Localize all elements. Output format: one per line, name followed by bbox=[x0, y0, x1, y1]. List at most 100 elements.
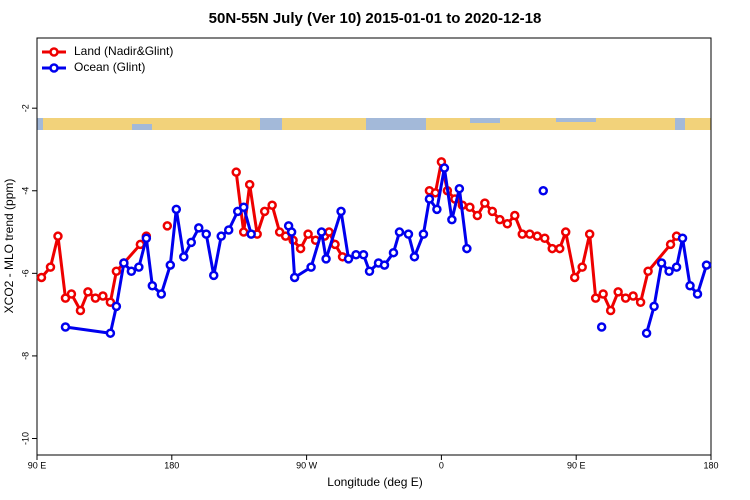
legend-marker bbox=[49, 63, 59, 73]
data-point bbox=[480, 198, 490, 208]
data-point bbox=[671, 262, 682, 272]
data-point bbox=[538, 186, 548, 196]
data-point bbox=[45, 262, 56, 272]
data-point bbox=[111, 301, 122, 312]
data-point bbox=[418, 229, 429, 239]
data-point bbox=[605, 305, 616, 316]
data-point bbox=[525, 229, 535, 239]
data-point bbox=[388, 247, 399, 258]
data-point bbox=[165, 260, 176, 270]
data-point bbox=[641, 328, 652, 338]
data-point bbox=[259, 206, 270, 217]
ocean-strip bbox=[366, 118, 426, 130]
data-point bbox=[685, 280, 695, 291]
data-point bbox=[246, 229, 256, 239]
x-tick-label: 180 bbox=[703, 460, 718, 470]
data-point bbox=[613, 287, 623, 297]
data-point bbox=[649, 301, 659, 312]
data-point bbox=[111, 266, 122, 277]
data-point bbox=[628, 291, 638, 301]
data-point bbox=[358, 250, 369, 260]
data-point bbox=[147, 280, 158, 291]
ocean-strip bbox=[470, 118, 500, 123]
data-point bbox=[232, 206, 243, 217]
x-tick-label: 0 bbox=[439, 460, 444, 470]
data-point bbox=[295, 243, 306, 254]
data-point bbox=[280, 231, 291, 241]
data-point bbox=[105, 328, 116, 338]
ocean-strip bbox=[556, 118, 596, 122]
data-point bbox=[238, 227, 249, 237]
data-point bbox=[635, 297, 646, 307]
data-point bbox=[105, 297, 116, 307]
data-point bbox=[141, 233, 152, 243]
data-point bbox=[343, 254, 354, 264]
ocean-strip bbox=[260, 118, 282, 130]
ocean-strip bbox=[675, 118, 685, 130]
data-point bbox=[179, 252, 189, 262]
data-point bbox=[394, 227, 405, 237]
data-point bbox=[430, 188, 441, 198]
data-point bbox=[577, 262, 587, 272]
data-point bbox=[134, 262, 144, 272]
data-point bbox=[316, 227, 327, 237]
data-point bbox=[83, 287, 93, 297]
data-point bbox=[403, 229, 414, 239]
data-point bbox=[560, 227, 571, 237]
y-tick-label: -2 bbox=[20, 104, 30, 112]
ocean-strip bbox=[132, 124, 152, 130]
data-point bbox=[462, 243, 472, 254]
series-line bbox=[40, 160, 678, 312]
data-point bbox=[495, 214, 505, 225]
data-point bbox=[677, 233, 688, 243]
y-tick-label: -10 bbox=[20, 432, 30, 445]
legend-label: Land (Nadir&Glint) bbox=[74, 44, 173, 58]
data-point bbox=[510, 210, 520, 221]
y-tick-label: -8 bbox=[20, 352, 30, 360]
data-point bbox=[186, 237, 197, 248]
data-point bbox=[569, 272, 580, 283]
data-point bbox=[447, 214, 457, 225]
data-point bbox=[424, 194, 435, 204]
data-point bbox=[98, 291, 108, 301]
data-point bbox=[60, 322, 71, 332]
data-point bbox=[324, 227, 334, 237]
data-point bbox=[274, 227, 285, 237]
x-tick-label: 180 bbox=[164, 460, 179, 470]
data-point bbox=[53, 231, 63, 241]
data-point bbox=[303, 229, 313, 239]
data-point bbox=[554, 243, 565, 254]
data-point bbox=[620, 293, 631, 303]
data-point bbox=[36, 272, 47, 283]
data-point bbox=[487, 206, 498, 217]
map-strip bbox=[37, 118, 711, 130]
data-point bbox=[238, 202, 249, 213]
y-tick-label: -4 bbox=[20, 187, 30, 195]
data-point bbox=[223, 225, 234, 235]
data-point bbox=[201, 229, 211, 239]
data-point bbox=[539, 233, 550, 243]
data-point bbox=[336, 206, 346, 217]
x-tick-label: 90 E bbox=[567, 460, 586, 470]
data-point bbox=[231, 167, 241, 177]
data-point bbox=[321, 254, 331, 264]
data-point bbox=[60, 293, 71, 303]
data-point bbox=[351, 250, 361, 260]
chart-title: 50N-55N July (Ver 10) 2015-01-01 to 2020… bbox=[209, 10, 542, 27]
data-point bbox=[584, 229, 595, 239]
data-point bbox=[119, 258, 129, 268]
data-point bbox=[472, 210, 483, 221]
y-tick-label: -6 bbox=[20, 269, 30, 277]
data-point bbox=[643, 266, 653, 277]
data-point bbox=[194, 223, 204, 233]
data-point bbox=[162, 221, 173, 231]
data-point bbox=[126, 266, 137, 277]
data-point bbox=[156, 289, 167, 299]
ocean-strip bbox=[37, 118, 43, 130]
data-point bbox=[598, 289, 608, 299]
plot-frame bbox=[36, 37, 712, 456]
data-point bbox=[692, 289, 703, 299]
data-point bbox=[90, 293, 101, 303]
data-point bbox=[75, 305, 86, 316]
